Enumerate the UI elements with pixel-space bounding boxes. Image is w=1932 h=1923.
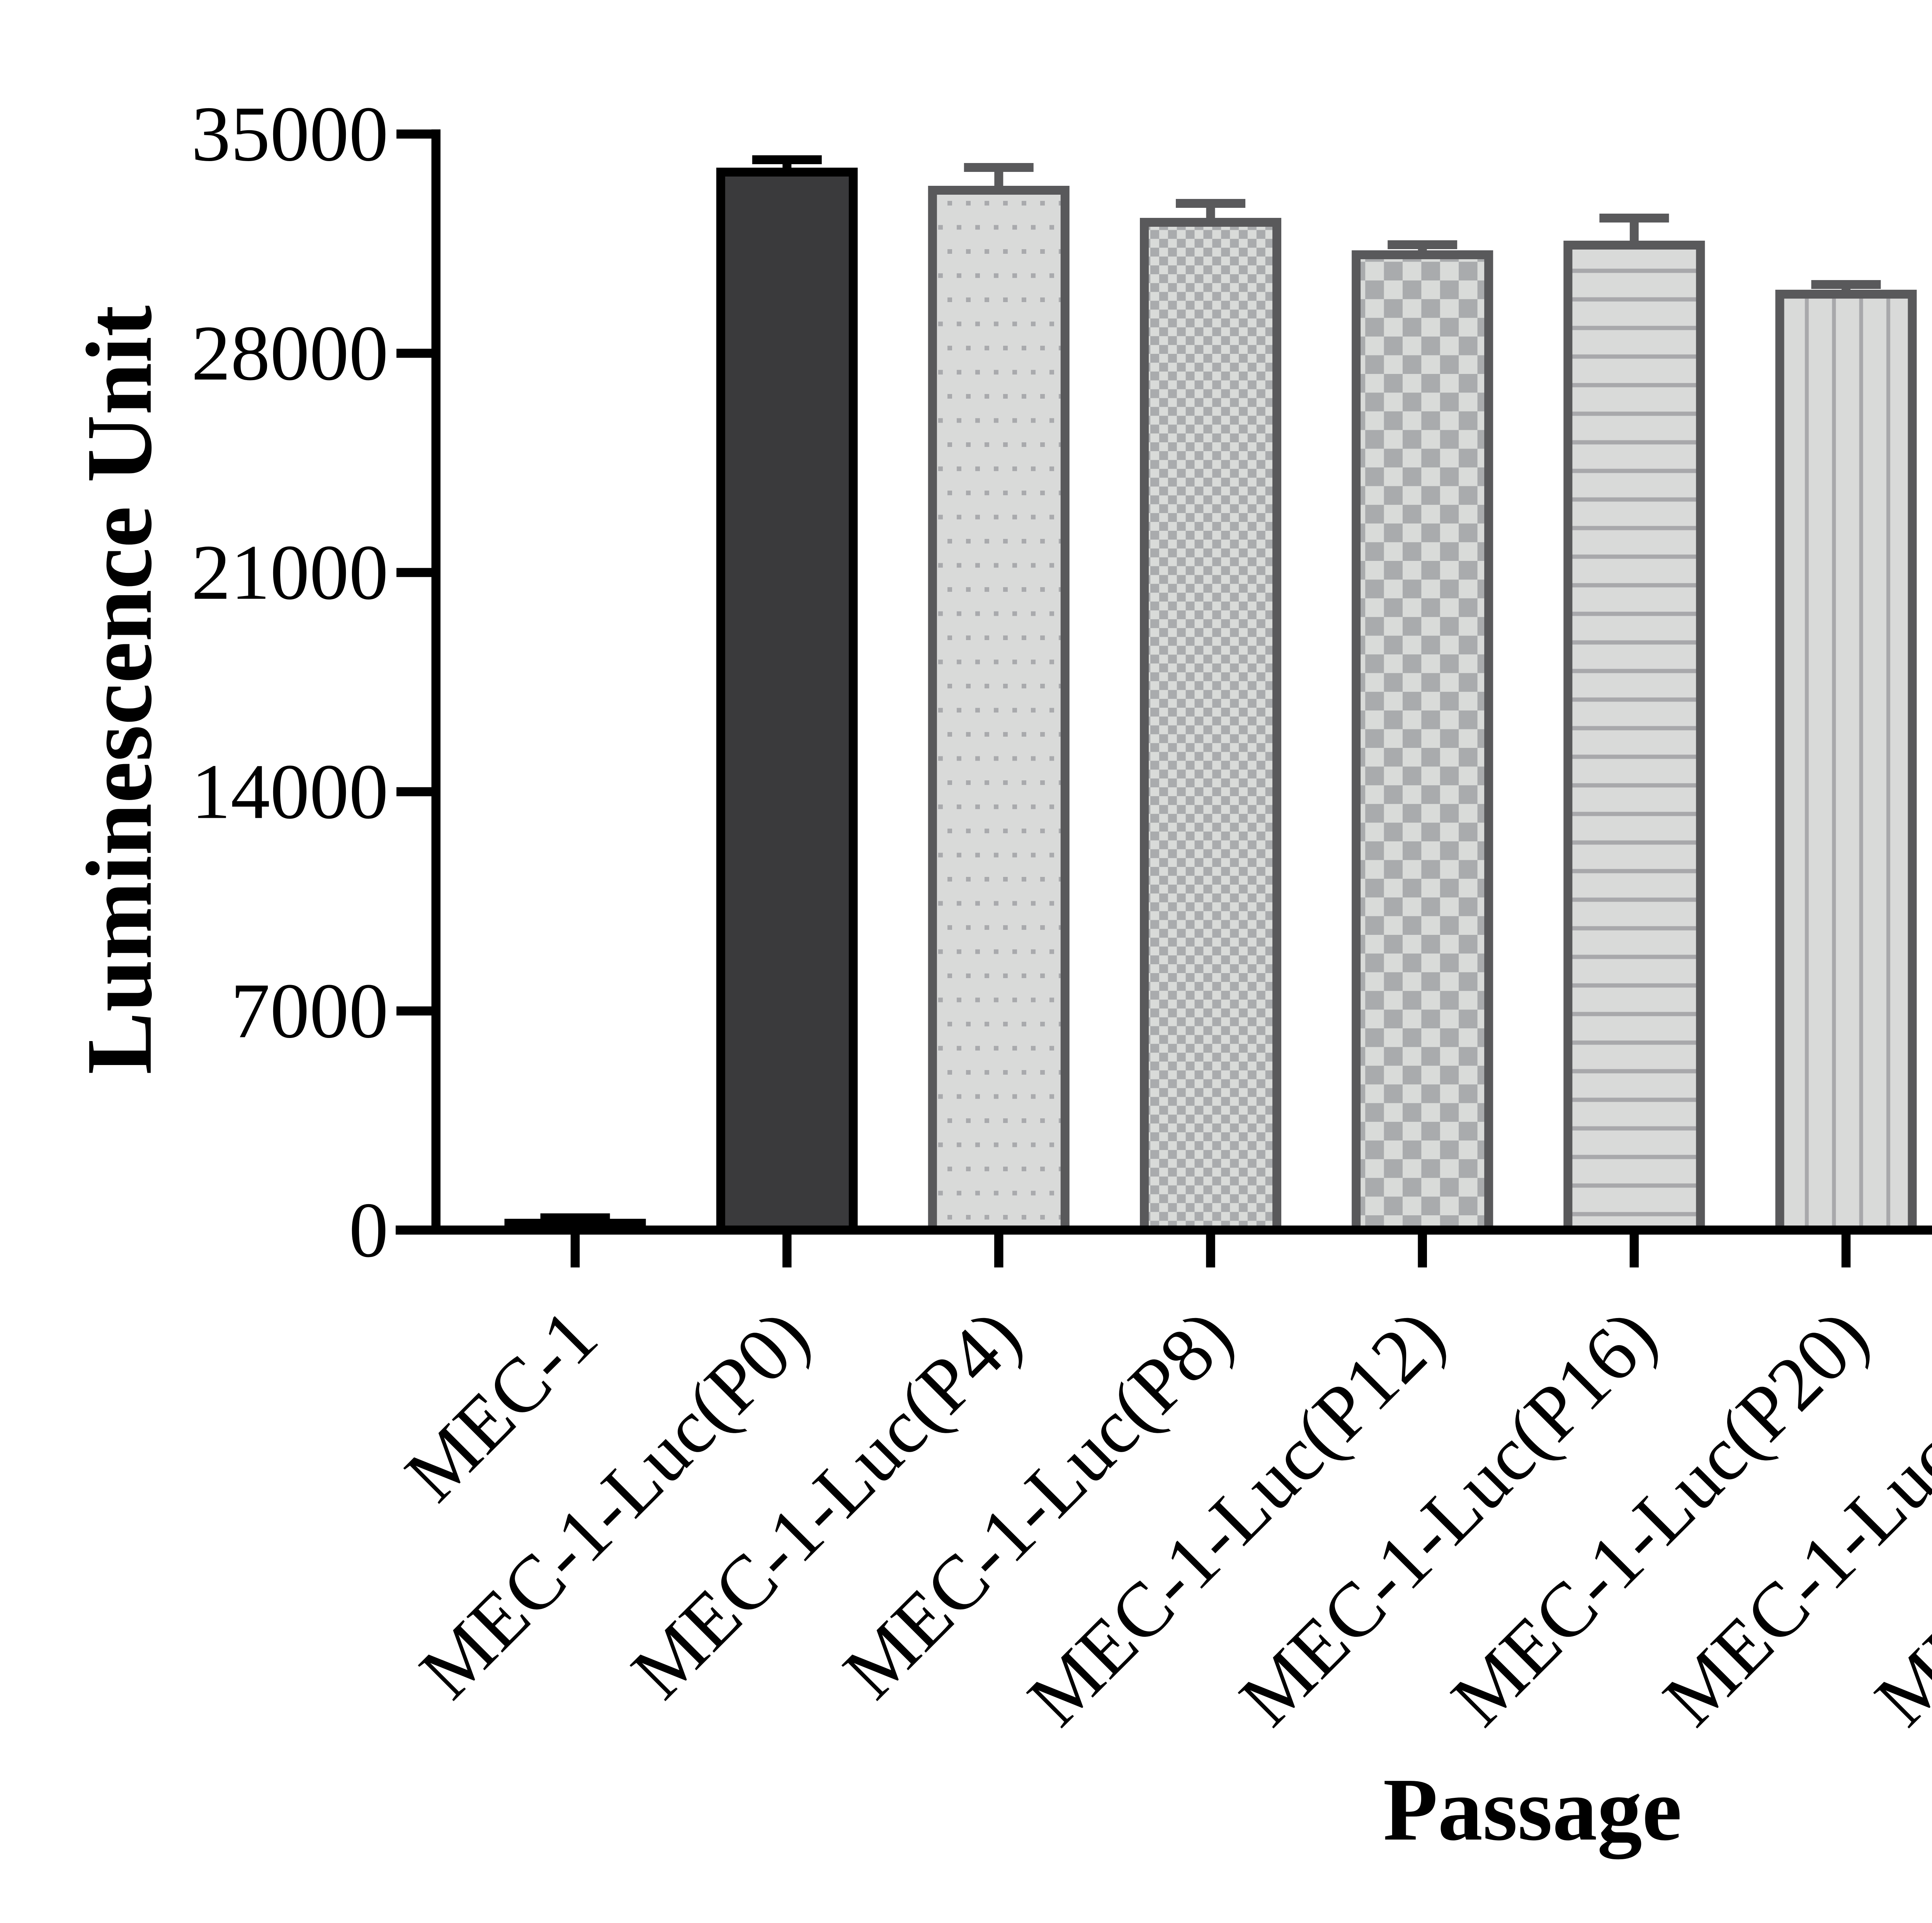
svg-text:21000: 21000 <box>191 529 388 616</box>
svg-text:14000: 14000 <box>191 748 388 836</box>
svg-text:Passage: Passage <box>1383 1760 1682 1859</box>
svg-text:28000: 28000 <box>191 310 388 397</box>
svg-text:MEC-1-Luc(P4): MEC-1-Luc(P4) <box>616 1293 1037 1715</box>
svg-text:0: 0 <box>349 1187 388 1274</box>
svg-text:MEC-1-Luc(P8): MEC-1-Luc(P8) <box>827 1293 1249 1715</box>
svg-text:7000: 7000 <box>231 967 388 1055</box>
svg-text:35000: 35000 <box>191 90 388 178</box>
svg-text:MEC-1-Luc(P0): MEC-1-Luc(P0) <box>404 1293 825 1715</box>
svg-text:Luminescence Unit: Luminescence Unit <box>67 305 171 1074</box>
